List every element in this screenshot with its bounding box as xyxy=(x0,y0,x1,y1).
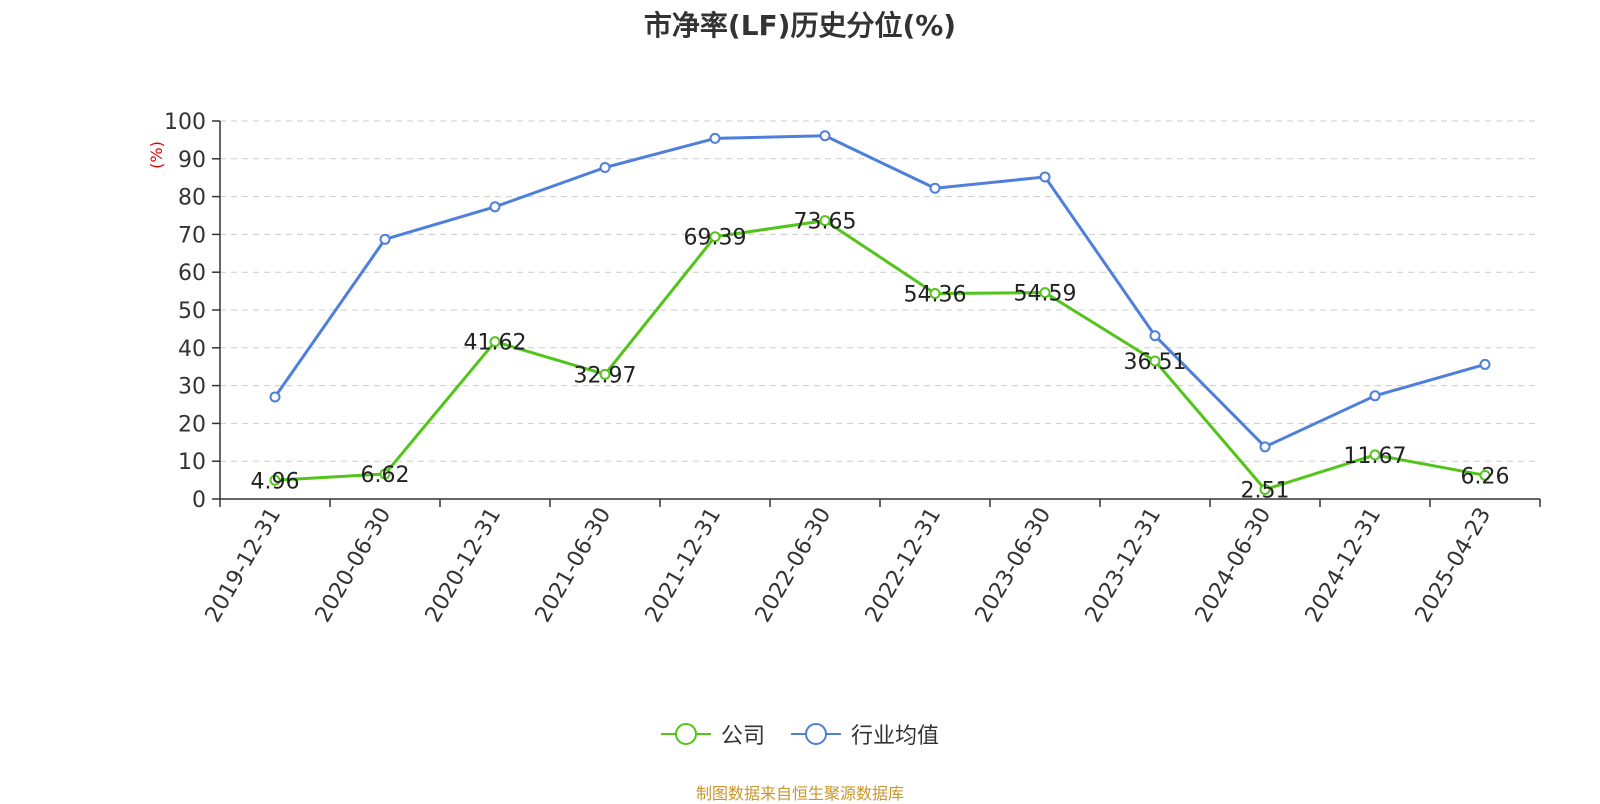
data-point-company xyxy=(1149,355,1161,367)
data-point-industry xyxy=(1369,390,1381,402)
data-label-company: 69.39 xyxy=(684,226,747,251)
data-label-company: 11.67 xyxy=(1344,444,1407,469)
data-label-company: 73.65 xyxy=(794,210,857,235)
data-label-company: 2.51 xyxy=(1241,479,1290,504)
data-point-company xyxy=(1369,449,1381,461)
data-label-company: 6.62 xyxy=(361,463,410,488)
x-tick-label: 2019-12-31 xyxy=(201,504,287,627)
y-tick-label: 70 xyxy=(178,223,206,248)
data-point-company xyxy=(1479,469,1491,481)
source-note: 制图数据来自恒生聚源数据库 xyxy=(695,784,904,803)
x-tick-label: 2021-12-31 xyxy=(641,504,727,627)
data-point-industry xyxy=(819,130,831,142)
y-tick-label: 80 xyxy=(178,186,206,211)
data-label-company: 36.51 xyxy=(1124,350,1187,375)
y-tick-label: 50 xyxy=(178,299,206,324)
y-tick-label: 60 xyxy=(178,261,206,286)
series-line-company xyxy=(274,219,1486,492)
legend-label-company: 公司 xyxy=(720,724,765,749)
legend-item-industry[interactable]: 行业均值 xyxy=(791,718,939,750)
data-point-company xyxy=(1039,287,1051,299)
x-tick-label: 2024-12-31 xyxy=(1301,504,1387,627)
legend-marker-company xyxy=(660,723,711,745)
data-label-company: 4.96 xyxy=(251,469,300,494)
data-point-company xyxy=(599,368,611,380)
legend-label-industry: 行业均值 xyxy=(851,724,940,749)
x-tick-label: 2024-06-30 xyxy=(1191,504,1277,627)
x-tick-label: 2020-06-30 xyxy=(311,504,397,627)
y-tick-label: 20 xyxy=(178,412,206,437)
data-point-company xyxy=(269,474,281,486)
x-tick-label: 2023-12-31 xyxy=(1081,504,1167,627)
x-tick-label: 2025-04-23 xyxy=(1411,504,1497,627)
data-point-industry xyxy=(489,201,501,213)
x-tick-label: 2022-06-30 xyxy=(751,504,837,627)
data-point-industry xyxy=(269,391,281,403)
x-tick-label: 2021-06-30 xyxy=(531,504,617,627)
y-tick-label: 10 xyxy=(178,450,206,475)
y-tick-label: 0 xyxy=(192,488,206,513)
data-label-company: 54.36 xyxy=(904,283,967,308)
x-tick-label: 2023-06-30 xyxy=(971,504,1057,627)
data-point-industry xyxy=(1149,330,1161,342)
y-tick-label: 30 xyxy=(178,375,206,400)
data-point-company xyxy=(929,288,941,300)
data-point-company xyxy=(1259,484,1271,496)
y-tick-label: 90 xyxy=(178,148,206,173)
y-tick-label: 40 xyxy=(178,337,206,362)
data-point-industry xyxy=(379,233,391,245)
data-point-industry xyxy=(709,132,721,144)
data-label-company: 6.26 xyxy=(1461,464,1510,489)
y-axis-label: (%) xyxy=(147,141,166,169)
data-point-industry xyxy=(1039,171,1051,183)
data-point-company xyxy=(819,215,831,227)
legend-item-company[interactable]: 公司 xyxy=(660,718,765,750)
data-point-company xyxy=(489,336,501,348)
data-label-company: 41.62 xyxy=(464,331,527,356)
y-tick-label: 100 xyxy=(164,110,206,135)
data-point-company xyxy=(379,468,391,480)
data-label-company: 32.97 xyxy=(574,363,637,388)
legend: 公司 行业均值 xyxy=(0,718,1600,750)
data-point-company xyxy=(709,231,721,243)
data-point-industry xyxy=(599,161,611,173)
data-point-industry xyxy=(929,182,941,194)
data-point-industry xyxy=(1479,358,1491,370)
legend-marker-industry xyxy=(791,723,841,745)
series-line-industry xyxy=(273,134,1486,449)
x-tick-label: 2020-12-31 xyxy=(421,504,507,627)
chart-title: 市净率(LF)历史分位(%) xyxy=(643,9,957,42)
x-tick-label: 2022-12-31 xyxy=(861,504,947,627)
data-point-industry xyxy=(1259,441,1271,453)
data-label-company: 54.59 xyxy=(1014,282,1077,307)
